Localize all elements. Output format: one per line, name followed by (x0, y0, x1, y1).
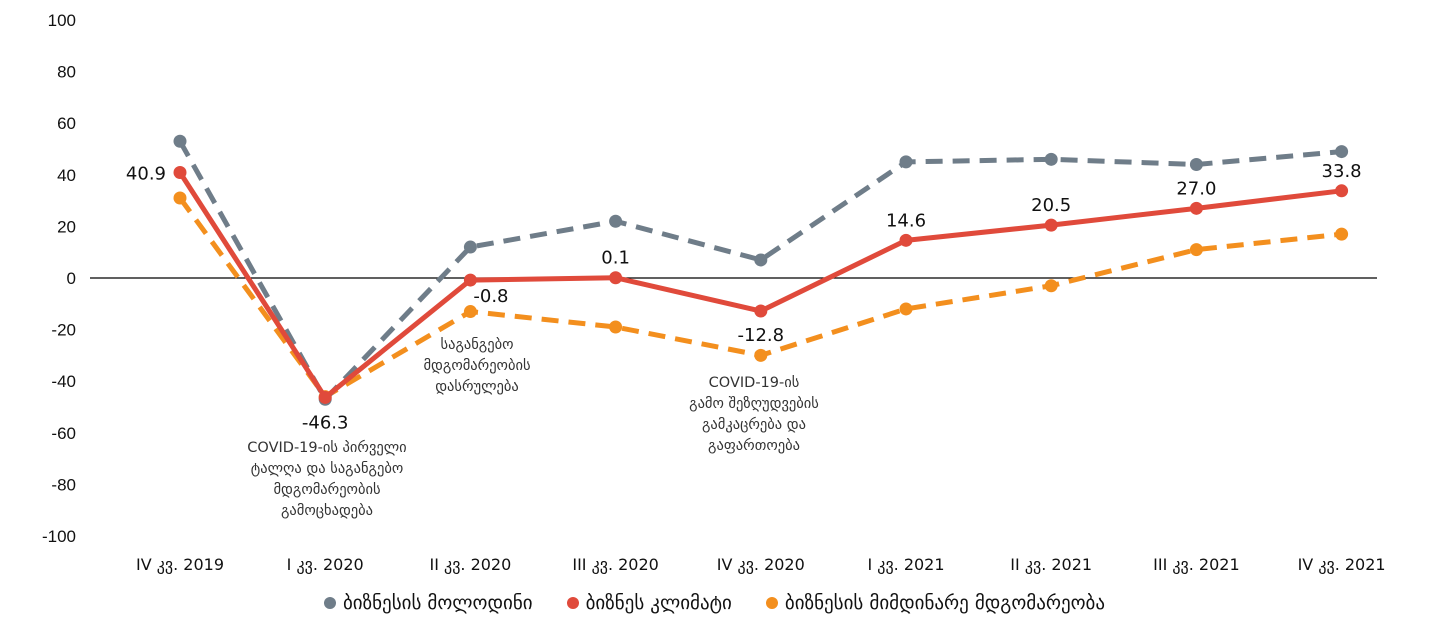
x-tick-label: III კვ. 2021 (1153, 555, 1240, 574)
y-axis: 100 80 60 40 20 0 -20 -40 -60 -80 -100 (42, 11, 76, 546)
data-point (754, 304, 768, 318)
x-axis: IV კვ. 2019 I კვ. 2020 II კვ. 2020 III კვ. … (136, 555, 1386, 574)
data-point (1044, 218, 1058, 232)
data-point (318, 390, 332, 404)
annotation-line: გაფართოება (708, 437, 800, 454)
annotation-line: მდგომარეობის (273, 481, 380, 498)
data-point (173, 134, 187, 148)
line-chart: 100 80 60 40 20 0 -20 -40 -60 -80 -100 40.9 -46.3 -0… (42, 11, 1386, 574)
annotation-line: საგანგებო (441, 337, 514, 353)
data-label: 20.5 (1031, 195, 1071, 216)
data-point (173, 191, 187, 205)
annotation-line: ტალღა და საგანგებო (251, 461, 403, 477)
data-point (463, 240, 477, 254)
data-point (1335, 184, 1349, 198)
x-tick-label: III კვ. 2020 (572, 555, 659, 574)
annotation-line: COVID-19-ის (709, 375, 800, 391)
y-tick-label: -20 (51, 321, 76, 340)
legend: ბიზნესის მოლოდინი ბიზნეს კლიმატი ბიზნესი… (0, 592, 1429, 614)
y-tick-label: 80 (57, 63, 76, 82)
legend-item-current-business-situation[interactable]: ბიზნესის მიმდინარე მდგომარეობა (765, 592, 1106, 614)
data-point (1335, 227, 1349, 241)
data-point (1189, 157, 1203, 171)
data-point (899, 155, 913, 169)
data-label: 0.1 (601, 248, 630, 269)
data-point (754, 348, 768, 362)
legend-marker-orange (765, 597, 778, 609)
data-point (1044, 152, 1058, 166)
data-label: 40.9 (126, 163, 166, 184)
data-point (609, 271, 623, 285)
y-tick-label: 20 (57, 217, 76, 236)
data-point (173, 165, 187, 179)
data-point (463, 273, 477, 287)
series-layer (173, 134, 1349, 406)
y-tick-label: 40 (57, 166, 76, 185)
y-tick-label: 60 (57, 114, 76, 133)
annotation-line: COVID-19-ის პირველი (247, 439, 406, 456)
data-point (1335, 145, 1349, 159)
annotation-line: გამოცხადება (281, 503, 373, 519)
legend-label: ბიზნესის მოლოდინი (342, 592, 533, 614)
x-tick-label: I კვ. 2020 (287, 555, 364, 574)
data-label: 14.6 (886, 210, 926, 231)
y-tick-label: -80 (51, 475, 76, 494)
y-tick-label: -60 (51, 424, 76, 443)
y-tick-label: -100 (42, 527, 76, 546)
data-point (1189, 201, 1203, 215)
annotation-line: მდგომარეობის (423, 357, 530, 374)
y-tick-label: 100 (48, 11, 76, 30)
legend-marker-red (566, 597, 579, 609)
y-tick-label: 0 (67, 269, 76, 288)
x-tick-label: IV კვ. 2019 (136, 555, 224, 574)
annotation-line: დასრულება (435, 378, 519, 395)
annotation: COVID-19-ის პირველი ტალღა და საგანგებო მდგ… (247, 439, 406, 519)
data-point (754, 253, 768, 267)
annotation-line: გამკაცრება და (702, 416, 806, 433)
annotation-line: გამო შეზღუდვების (689, 396, 819, 412)
legend-marker-grey (323, 597, 336, 609)
data-point (609, 214, 623, 228)
annotation: საგანგებო მდგომარეობის დასრულება (423, 337, 530, 395)
data-label: -0.8 (473, 286, 508, 307)
data-label: -46.3 (302, 412, 349, 433)
x-tick-label: IV კვ. 2021 (1298, 555, 1386, 574)
x-tick-label: II კვ. 2021 (1010, 555, 1092, 574)
legend-label: ბიზნეს კლიმატი (585, 592, 732, 614)
data-point (899, 302, 913, 316)
legend-item-business-expectations[interactable]: ბიზნესის მოლოდინი (323, 592, 533, 614)
annotations: COVID-19-ის პირველი ტალღა და საგანგებო მდგ… (247, 337, 819, 519)
annotation: COVID-19-ის გამო შეზღუდვების გამკაცრება და… (689, 375, 819, 454)
series-business-climate (173, 165, 1349, 404)
data-point (463, 305, 477, 319)
legend-item-business-climate[interactable]: ბიზნეს კლიმატი (566, 592, 732, 614)
x-tick-label: II კვ. 2020 (430, 555, 512, 574)
legend-label: ბიზნესის მიმდინარე მდგომარეობა (784, 592, 1106, 614)
y-tick-label: -40 (51, 372, 76, 391)
data-point (1189, 243, 1203, 257)
x-tick-label: I კვ. 2021 (867, 555, 944, 574)
series-business-expectations (173, 134, 1349, 406)
series-business-climate-line (177, 171, 1342, 400)
data-point (899, 233, 913, 247)
data-label: 33.8 (1322, 161, 1362, 182)
x-tick-label: IV კვ. 2020 (717, 555, 805, 574)
data-label: -12.8 (738, 325, 785, 346)
data-point (609, 320, 623, 334)
data-label: 27.0 (1176, 178, 1216, 199)
data-labels: 40.9 -46.3 -0.8 0.1 -12.8 14.6 20.5 27.0 33.8 (126, 161, 1362, 434)
data-point (1044, 279, 1058, 293)
series-business-expectations-line (177, 140, 1342, 402)
